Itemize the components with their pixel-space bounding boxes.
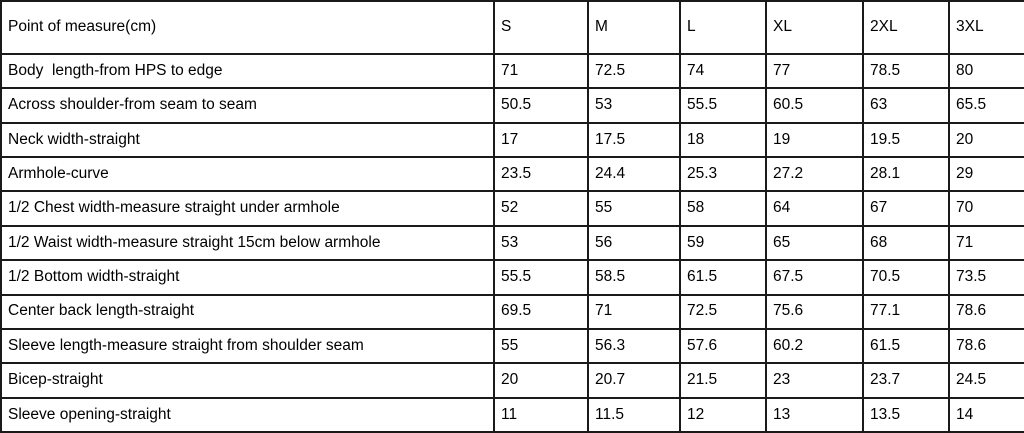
measure-label-cell: Body length-from HPS to edge xyxy=(0,52,495,90)
table-row: Body length-from HPS to edge 71 72.5 74 77 78… xyxy=(0,52,1024,90)
measure-value-cell: 72.5 xyxy=(587,52,681,90)
measure-value-cell: 28.1 xyxy=(862,156,950,193)
measure-value-cell: 53 xyxy=(587,87,681,124)
measure-value-cell: 25.3 xyxy=(679,156,767,193)
measure-value-cell: 11 xyxy=(493,396,589,433)
measure-value-cell: 52 xyxy=(493,190,589,227)
header-row: Point of measure(cm) S M L XL 2XL 3XL xyxy=(0,0,1024,55)
measure-value-cell: 61.5 xyxy=(862,327,950,365)
measure-value-cell: 60.2 xyxy=(765,327,864,365)
table-row: Center back length-straight 69.5 71 72.5 75.… xyxy=(0,293,1024,330)
column-header-size-xl: XL xyxy=(765,0,864,55)
size-table-body: Body length-from HPS to edge 71 72.5 74 77 78… xyxy=(0,52,1024,433)
measure-label-cell: Armhole-curve xyxy=(0,156,495,193)
measure-value-cell: 68 xyxy=(862,224,950,262)
measure-value-cell: 20 xyxy=(948,121,1024,159)
measure-value-cell: 19.5 xyxy=(862,121,950,159)
measure-value-cell: 56 xyxy=(587,224,681,262)
measure-value-cell: 78.6 xyxy=(948,327,1024,365)
measure-value-cell: 70.5 xyxy=(862,259,950,296)
table-row: 1/2 Chest width-measure straight under a… xyxy=(0,190,1024,227)
table-row: 1/2 Bottom width-straight 55.5 58.5 61.5 67.… xyxy=(0,259,1024,296)
measure-value-cell: 72.5 xyxy=(679,293,767,330)
measure-value-cell: 78.5 xyxy=(862,52,950,90)
column-header-size-s: S xyxy=(493,0,589,55)
measure-value-cell: 71 xyxy=(948,224,1024,262)
measure-label-cell: 1/2 Chest width-measure straight under a… xyxy=(0,190,495,227)
measure-value-cell: 24.4 xyxy=(587,156,681,193)
column-header-size-l: L xyxy=(679,0,767,55)
measure-value-cell: 69.5 xyxy=(493,293,589,330)
measure-value-cell: 29 xyxy=(948,156,1024,193)
table-row: Sleeve opening-straight 11 11.5 12 13 13.5 14 xyxy=(0,396,1024,433)
measure-value-cell: 23.7 xyxy=(862,362,950,399)
measure-value-cell: 64 xyxy=(765,190,864,227)
measure-value-cell: 63 xyxy=(862,87,950,124)
measure-value-cell: 65 xyxy=(765,224,864,262)
measure-value-cell: 24.5 xyxy=(948,362,1024,399)
column-header-point-of-measure: Point of measure(cm) xyxy=(0,0,495,55)
measure-label-cell: 1/2 Waist width-measure straight 15cm be… xyxy=(0,224,495,262)
measure-value-cell: 23 xyxy=(765,362,864,399)
measure-label-cell: Neck width-straight xyxy=(0,121,495,159)
measure-value-cell: 55 xyxy=(493,327,589,365)
measure-value-cell: 14 xyxy=(948,396,1024,433)
column-header-size-2xl: 2XL xyxy=(862,0,950,55)
measure-value-cell: 67 xyxy=(862,190,950,227)
measure-label-cell: Center back length-straight xyxy=(0,293,495,330)
table-row: Armhole-curve 23.5 24.4 25.3 27.2 28.1 29 xyxy=(0,156,1024,193)
table-row: Bicep-straight 20 20.7 21.5 23 23.7 24.5 xyxy=(0,362,1024,399)
measure-value-cell: 74 xyxy=(679,52,767,90)
measure-value-cell: 58 xyxy=(679,190,767,227)
table-row: 1/2 Waist width-measure straight 15cm be… xyxy=(0,224,1024,262)
measure-value-cell: 11.5 xyxy=(587,396,681,433)
measure-value-cell: 55.5 xyxy=(493,259,589,296)
measure-value-cell: 67.5 xyxy=(765,259,864,296)
measure-value-cell: 50.5 xyxy=(493,87,589,124)
measure-value-cell: 23.5 xyxy=(493,156,589,193)
measure-value-cell: 13.5 xyxy=(862,396,950,433)
measure-value-cell: 18 xyxy=(679,121,767,159)
measure-value-cell: 75.6 xyxy=(765,293,864,330)
measure-label-cell: Bicep-straight xyxy=(0,362,495,399)
measure-value-cell: 57.6 xyxy=(679,327,767,365)
measure-value-cell: 21.5 xyxy=(679,362,767,399)
column-header-size-m: M xyxy=(587,0,681,55)
measure-label-cell: Across shoulder-from seam to seam xyxy=(0,87,495,124)
measure-value-cell: 56.3 xyxy=(587,327,681,365)
table-row: Across shoulder-from seam to seam 50.5 53 5… xyxy=(0,87,1024,124)
measure-value-cell: 55.5 xyxy=(679,87,767,124)
table-row: Sleeve length-measure straight from shou… xyxy=(0,327,1024,365)
measure-value-cell: 78.6 xyxy=(948,293,1024,330)
measure-value-cell: 59 xyxy=(679,224,767,262)
measure-value-cell: 13 xyxy=(765,396,864,433)
measure-value-cell: 61.5 xyxy=(679,259,767,296)
measure-value-cell: 80 xyxy=(948,52,1024,90)
measure-label-cell: Sleeve length-measure straight from shou… xyxy=(0,327,495,365)
measure-value-cell: 71 xyxy=(493,52,589,90)
measure-value-cell: 77.1 xyxy=(862,293,950,330)
measure-value-cell: 65.5 xyxy=(948,87,1024,124)
measure-value-cell: 12 xyxy=(679,396,767,433)
measure-value-cell: 58.5 xyxy=(587,259,681,296)
measure-value-cell: 19 xyxy=(765,121,864,159)
measure-label-cell: 1/2 Bottom width-straight xyxy=(0,259,495,296)
measure-value-cell: 71 xyxy=(587,293,681,330)
measure-value-cell: 73.5 xyxy=(948,259,1024,296)
table-row: Neck width-straight 17 17.5 18 19 19.5 20 xyxy=(0,121,1024,159)
measure-value-cell: 70 xyxy=(948,190,1024,227)
column-header-size-3xl: 3XL xyxy=(948,0,1024,55)
measure-value-cell: 27.2 xyxy=(765,156,864,193)
measure-value-cell: 53 xyxy=(493,224,589,262)
measure-value-cell: 17 xyxy=(493,121,589,159)
measure-value-cell: 60.5 xyxy=(765,87,864,124)
measure-value-cell: 20.7 xyxy=(587,362,681,399)
measure-value-cell: 77 xyxy=(765,52,864,90)
measure-label-cell: Sleeve opening-straight xyxy=(0,396,495,433)
measure-value-cell: 20 xyxy=(493,362,589,399)
measure-value-cell: 55 xyxy=(587,190,681,227)
measure-value-cell: 17.5 xyxy=(587,121,681,159)
